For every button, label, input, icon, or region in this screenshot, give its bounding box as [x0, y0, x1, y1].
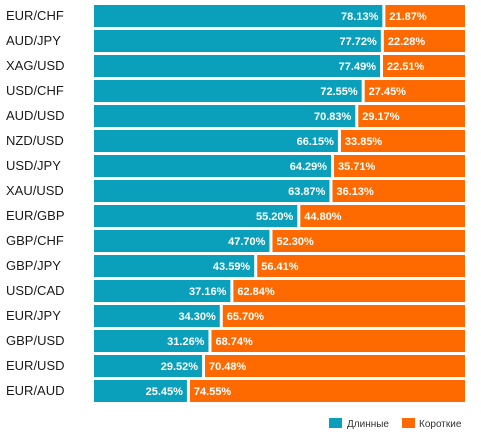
pair-label-nzd-usd: NZD/USD: [6, 133, 64, 148]
value-label-short-aud-jpy: 22.28%: [388, 36, 426, 48]
bar-short-gbp-jpy: [257, 255, 465, 277]
pair-label-usd-chf: USD/CHF: [6, 83, 64, 98]
value-label-short-eur-aud: 74.55%: [194, 386, 232, 398]
pair-label-gbp-jpy: GBP/JPY: [6, 258, 61, 273]
bar-long-usd-cad: [94, 280, 231, 302]
value-label-long-nzd-usd: 66.15%: [297, 136, 335, 148]
bar-long-aud-usd: [94, 105, 356, 127]
bar-long-aud-jpy: [94, 30, 381, 52]
value-label-short-eur-jpy: 65.70%: [227, 311, 265, 323]
bar-long-nzd-usd: [94, 130, 338, 152]
pair-label-eur-aud: EUR/AUD: [6, 383, 65, 398]
value-label-long-usd-chf: 72.55%: [320, 86, 358, 98]
legend-swatch-short: [402, 418, 415, 428]
bar-long-gbp-jpy: [94, 255, 255, 277]
bar-long-eur-jpy: [94, 305, 220, 327]
value-label-long-xag-usd: 77.49%: [339, 61, 377, 73]
value-label-short-gbp-chf: 52.30%: [276, 236, 314, 248]
pair-label-usd-cad: USD/CAD: [6, 283, 65, 298]
value-label-short-usd-jpy: 35.71%: [338, 161, 376, 173]
value-label-long-gbp-chf: 47.70%: [228, 236, 266, 248]
bar-short-aud-jpy: [383, 30, 465, 52]
pair-label-aud-usd: AUD/USD: [6, 108, 65, 123]
value-label-long-aud-jpy: 77.72%: [340, 36, 378, 48]
value-label-long-aud-usd: 70.83%: [314, 111, 352, 123]
pair-label-eur-gbp: EUR/GBP: [6, 208, 65, 223]
value-label-short-nzd-usd: 33.85%: [345, 136, 383, 148]
pair-label-xag-usd: XAG/USD: [6, 58, 65, 73]
value-label-long-eur-chf: 78.13%: [341, 11, 379, 23]
bar-short-usd-chf: [364, 80, 465, 102]
value-label-short-gbp-jpy: 56.41%: [261, 261, 299, 273]
bar-long-gbp-usd: [94, 330, 209, 352]
value-label-short-usd-cad: 62.84%: [237, 286, 275, 298]
bar-long-eur-gbp: [94, 205, 298, 227]
value-label-short-aud-usd: 29.17%: [362, 111, 400, 123]
value-label-short-eur-gbp: 44.80%: [304, 211, 342, 223]
bar-long-eur-chf: [94, 5, 383, 27]
legend-label-long: Длинные: [347, 419, 389, 430]
pair-label-usd-jpy: USD/JPY: [6, 158, 61, 173]
bar-short-eur-gbp: [300, 205, 465, 227]
legend: Длинные Короткие: [329, 418, 462, 430]
value-label-long-eur-usd: 29.52%: [161, 361, 199, 373]
value-label-long-usd-jpy: 64.29%: [290, 161, 328, 173]
pair-label-eur-usd: EUR/USD: [6, 358, 65, 373]
value-label-long-usd-cad: 37.16%: [189, 286, 227, 298]
bar-long-eur-aud: [94, 380, 187, 402]
value-label-short-eur-usd: 70.48%: [209, 361, 247, 373]
bar-short-aud-usd: [358, 105, 465, 127]
legend-swatch-long: [329, 418, 342, 428]
value-label-long-eur-aud: 25.45%: [146, 386, 184, 398]
bar-short-gbp-usd: [211, 330, 465, 352]
bar-short-xag-usd: [382, 55, 465, 77]
bar-short-usd-cad: [233, 280, 465, 302]
value-label-long-gbp-jpy: 43.59%: [213, 261, 251, 273]
bar-short-eur-jpy: [222, 305, 465, 327]
bar-long-usd-chf: [94, 80, 362, 102]
value-label-long-gbp-usd: 31.26%: [167, 336, 205, 348]
pair-label-eur-jpy: EUR/JPY: [6, 308, 61, 323]
bar-short-eur-aud: [189, 380, 465, 402]
bar-short-eur-usd: [205, 355, 465, 377]
bar-long-eur-usd: [94, 355, 203, 377]
pair-label-gbp-chf: GBP/CHF: [6, 233, 64, 248]
pair-label-eur-chf: EUR/CHF: [6, 8, 64, 23]
bar-short-xau-usd: [332, 180, 465, 202]
bar-long-usd-jpy: [94, 155, 332, 177]
bar-long-gbp-chf: [94, 230, 270, 252]
bar-short-nzd-usd: [340, 130, 465, 152]
pair-label-xau-usd: XAU/USD: [6, 183, 64, 198]
bar-short-usd-jpy: [334, 155, 465, 177]
value-label-long-xau-usd: 63.87%: [288, 186, 326, 198]
value-label-short-gbp-usd: 68.74%: [215, 336, 253, 348]
bar-long-xag-usd: [94, 55, 380, 77]
pair-label-gbp-usd: GBP/USD: [6, 333, 65, 348]
value-label-short-xag-usd: 22.51%: [387, 61, 425, 73]
value-label-short-eur-chf: 21.87%: [389, 11, 427, 23]
value-label-long-eur-gbp: 55.20%: [256, 211, 294, 223]
bar-short-gbp-chf: [272, 230, 465, 252]
value-label-short-xau-usd: 36.13%: [336, 186, 374, 198]
bar-long-xau-usd: [94, 180, 330, 202]
pair-label-aud-jpy: AUD/JPY: [6, 33, 61, 48]
value-label-short-usd-chf: 27.45%: [369, 86, 407, 98]
bar-short-eur-chf: [385, 5, 465, 27]
value-label-long-eur-jpy: 34.30%: [178, 311, 216, 323]
chart-rows: EUR/CHF 78.13% 21.87% AUD/JPY 77.72% 22.28% XA…: [6, 5, 465, 402]
legend-label-short: Короткие: [419, 419, 462, 430]
